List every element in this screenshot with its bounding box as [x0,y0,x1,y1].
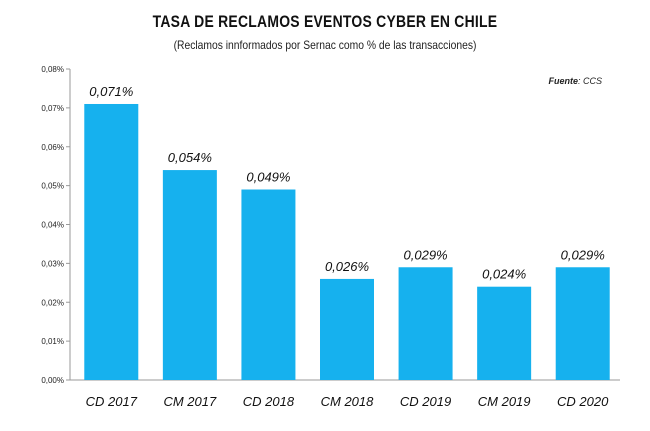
y-tick-label: 0,05% [41,182,64,191]
bar [84,103,139,381]
chart-subtitle: (Reclamos innformados por Sernac como % … [173,38,477,52]
bar-data-label: 0,071% [89,84,133,99]
bar [398,267,453,380]
bar-data-label: 0,029% [404,247,448,262]
source-value: : CCS [577,76,602,86]
bar-data-label: 0,049% [246,170,290,185]
x-tick-label: CD 2017 [86,394,138,409]
y-tick-label: 0,01% [41,337,64,346]
x-tick-label: CD 2018 [243,394,295,409]
bar-data-label: 0,029% [561,247,605,262]
y-tick-label: 0,02% [41,298,64,307]
bar [320,278,374,380]
source-note: Fuente: CCS [548,76,602,86]
chart-title: TASA DE RECLAMOS EVENTOS CYBER EN CHILE [152,12,498,31]
bar-data-label: 0,054% [168,150,212,165]
bar-data-label: 0,024% [482,267,526,282]
x-tick-label: CM 2018 [321,394,375,409]
x-tick-label: CM 2017 [163,394,217,409]
bar [477,286,532,380]
bar [241,189,296,380]
y-tick-label: 0,07% [41,104,64,113]
source-label: Fuente [548,76,578,86]
y-tick-label: 0,06% [41,143,64,152]
bar-data-label: 0,026% [325,259,369,274]
bar [162,170,217,380]
y-tick-label: 0,08% [41,65,64,74]
x-tick-label: CD 2019 [400,394,451,409]
x-tick-label: CM 2019 [478,394,531,409]
x-tick-label: CD 2020 [557,394,609,409]
bar [555,267,610,380]
y-tick-label: 0,00% [41,376,64,385]
y-tick-label: 0,03% [41,259,64,268]
y-tick-label: 0,04% [41,221,64,230]
